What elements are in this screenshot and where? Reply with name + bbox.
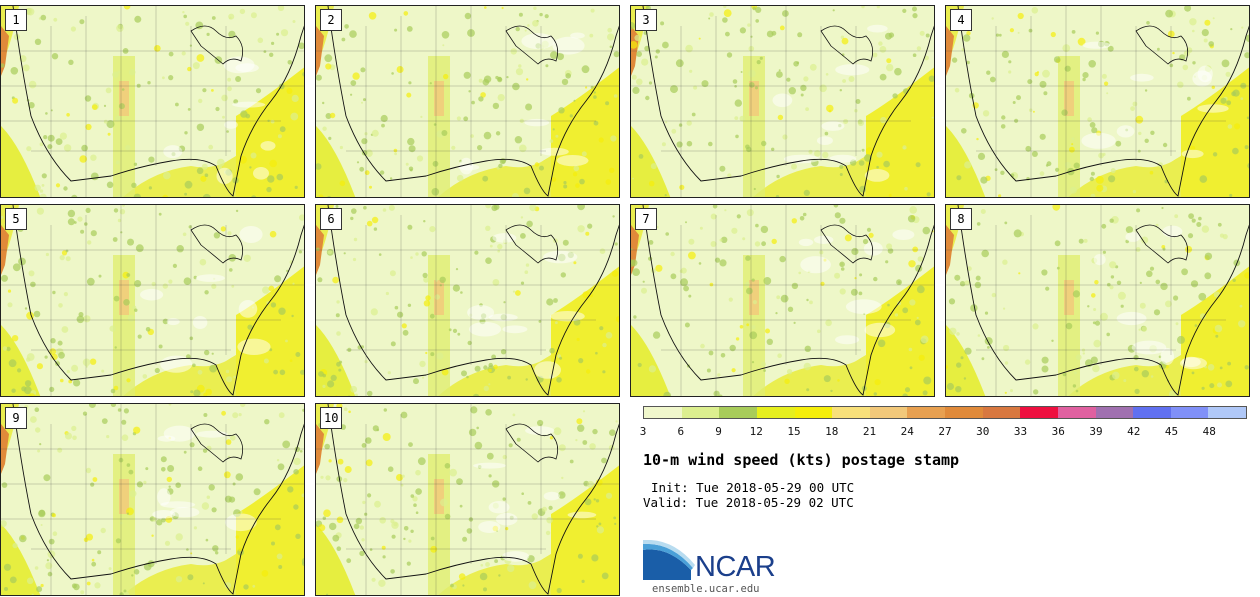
ncar-logo-text: NCAR xyxy=(695,551,776,583)
wind-map xyxy=(946,6,1249,197)
colorbar-segment xyxy=(1208,407,1246,418)
colorbar-tick-label: 39 xyxy=(1089,425,1103,438)
wind-map xyxy=(1,205,304,396)
colorbar-tick-label: 3 xyxy=(639,425,647,438)
colorbar-tick-label: 18 xyxy=(825,425,839,438)
wind-map xyxy=(631,205,934,396)
colorbar-tick-label: 6 xyxy=(677,425,685,438)
wind-map xyxy=(316,404,619,595)
member-label: 1 xyxy=(5,9,27,31)
map-panel: 6 xyxy=(315,204,620,397)
colorbar-tick-label: 9 xyxy=(715,425,722,438)
colorbar-tick-label: 21 xyxy=(862,425,877,438)
member-label: 7 xyxy=(635,208,657,230)
wind-map xyxy=(1,6,304,197)
member-label: 4 xyxy=(950,9,972,31)
wind-map xyxy=(316,6,619,197)
colorbar-segment xyxy=(869,407,908,418)
member-label: 10 xyxy=(320,407,343,429)
colorbar-segment xyxy=(756,407,795,418)
colorbar-segment xyxy=(982,407,1021,418)
colorbar-tick-label: 42 xyxy=(1127,425,1141,438)
colorbar-segment xyxy=(1057,407,1096,418)
valid-time: Valid: Tue 2018-05-29 02 UTC xyxy=(643,495,854,510)
map-panel: 3 xyxy=(630,5,935,198)
colorbar-segment xyxy=(794,407,833,418)
colorbar-segment xyxy=(945,407,983,418)
wind-map xyxy=(316,205,619,396)
colorbar-ticks: 3 6 9 12 15 18 21 24 27 30 33 36 39 42 45 48 xyxy=(639,425,1247,439)
site-url: ensemble.ucar.edu xyxy=(652,583,760,595)
colorbar xyxy=(643,406,1247,419)
colorbar-segment xyxy=(1170,407,1209,418)
member-label: 5 xyxy=(5,208,27,230)
map-panel: 7 xyxy=(630,204,935,397)
colorbar-tick-label: 12 xyxy=(749,425,763,438)
map-panel: 10 xyxy=(315,403,620,596)
colorbar-tick-label: 24 xyxy=(900,425,914,438)
map-panel: 5 xyxy=(0,204,305,397)
map-panel: 8 xyxy=(945,204,1250,397)
colorbar-tick-label: 15 xyxy=(787,425,801,438)
colorbar-tick-label: 48 xyxy=(1202,425,1216,438)
wind-map xyxy=(1,404,304,595)
colorbar-segment xyxy=(1095,407,1134,418)
member-label: 6 xyxy=(320,208,342,230)
wind-map xyxy=(631,6,934,197)
member-label: 2 xyxy=(320,9,342,31)
colorbar-segment xyxy=(719,407,757,418)
member-label: 9 xyxy=(5,407,27,429)
colorbar-tick-label: 27 xyxy=(938,425,952,438)
member-label: 8 xyxy=(950,208,972,230)
colorbar-segment xyxy=(832,407,870,418)
map-panel: 2 xyxy=(315,5,620,198)
member-label: 3 xyxy=(635,9,657,31)
colorbar-segment xyxy=(644,407,682,418)
colorbar-segment xyxy=(1020,407,1058,418)
plot-title: 10-m wind speed (kts) postage stamp xyxy=(643,451,960,469)
colorbar-tick-label: 33 xyxy=(1013,425,1028,438)
ncar-logo-icon xyxy=(643,540,695,580)
map-panel: 4 xyxy=(945,5,1250,198)
colorbar-tick-label: 36 xyxy=(1051,425,1065,438)
wind-map xyxy=(946,205,1249,396)
map-panel: 9 xyxy=(0,403,305,596)
init-time: Init: Tue 2018-05-29 00 UTC xyxy=(651,480,855,495)
map-panel: 1 xyxy=(0,5,305,198)
colorbar-segment xyxy=(907,407,945,418)
colorbar-segment xyxy=(681,407,720,418)
colorbar-tick-label: 45 xyxy=(1164,425,1179,438)
colorbar-tick-label: 30 xyxy=(976,425,990,438)
colorbar-segment xyxy=(1133,407,1171,418)
